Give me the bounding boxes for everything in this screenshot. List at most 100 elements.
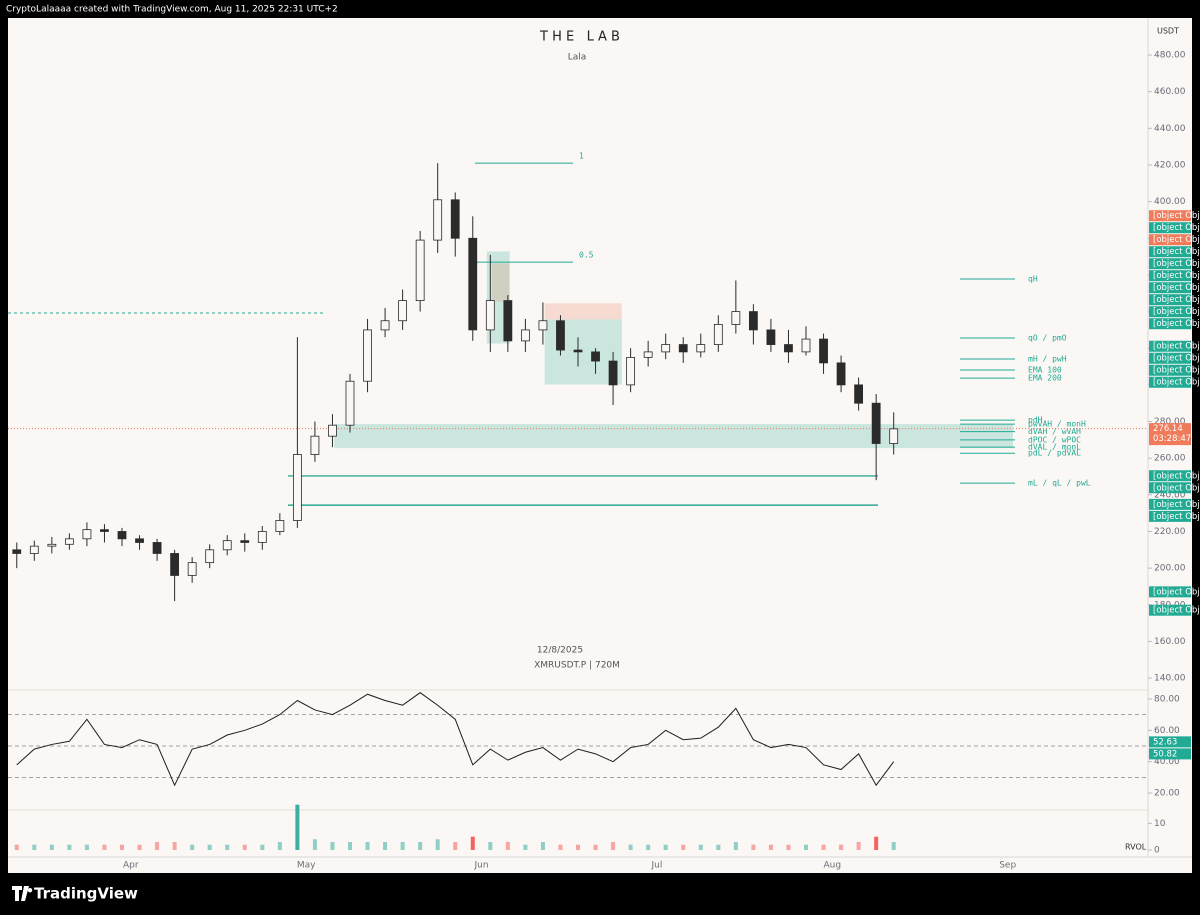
candle-body (871, 402, 881, 444)
candle-body (854, 384, 864, 404)
volume-bar (593, 844, 598, 850)
candle-body (398, 300, 408, 322)
candle-body (801, 338, 811, 353)
volume-bar (663, 844, 668, 850)
volume-bar (786, 844, 791, 850)
volume-bar (874, 836, 879, 850)
price-badge-label: [object Object] (1153, 378, 1200, 388)
price-badge-label: [object Object] (1153, 512, 1200, 522)
volume-bar (348, 842, 352, 850)
level-label: pwVAH / monH (1028, 420, 1086, 429)
volume-bar (32, 844, 37, 850)
x-tick-label: Aug (824, 861, 842, 871)
candle-body (766, 329, 776, 345)
price-badge-label: [object Object] (1153, 259, 1200, 269)
candle-body (257, 531, 267, 543)
candle-body (503, 300, 513, 342)
price-badge (1149, 246, 1191, 258)
candle-body (573, 349, 583, 353)
oscillator-badge-label: 52.63 (1153, 737, 1177, 747)
volume-bar (84, 844, 89, 850)
price-badge-label: [object Object] (1153, 587, 1200, 597)
volume-bar (435, 839, 440, 850)
y-tick-label: 10 (1154, 819, 1166, 829)
volume-bar (716, 844, 721, 850)
candle-body (82, 529, 92, 540)
candle-body (626, 356, 636, 386)
price-badge (1149, 258, 1191, 270)
candle-body (661, 344, 671, 353)
volume-bar (821, 844, 826, 850)
price-badge-label: [object Object] (1153, 342, 1200, 352)
oscillator-line (16, 692, 895, 787)
price-badge (1149, 586, 1191, 598)
price-badge-label: [object Object] (1153, 606, 1200, 616)
oscillator-badge-label: 50.82 (1153, 749, 1177, 759)
candle-body (47, 543, 57, 547)
price-badge-label: [object Object] (1153, 271, 1200, 281)
candle-body (608, 360, 618, 386)
volume-bar (277, 842, 282, 850)
price-badge (1149, 470, 1191, 482)
price-badge (1149, 510, 1191, 522)
candle-body (29, 545, 39, 554)
y-tick-label: 460.00 (1154, 87, 1186, 97)
price-badge (1149, 376, 1191, 388)
volume-bar (470, 836, 475, 850)
price-badge (1149, 270, 1191, 282)
candle-body (889, 428, 899, 444)
zone (544, 303, 622, 320)
volume-bar (242, 844, 247, 850)
volume-bar (49, 844, 54, 850)
candle-body (591, 351, 600, 362)
volume-bar (698, 844, 703, 850)
volume-bar (260, 844, 265, 850)
candle-body (363, 329, 372, 382)
price-badge (1149, 604, 1191, 616)
countdown: 03:28:47 (1153, 434, 1191, 444)
level-label: dVAL / monL (1028, 443, 1081, 452)
volume-bar (558, 844, 563, 850)
oscillator-badge (1149, 736, 1191, 748)
price-badge-label: [object Object] (1153, 483, 1200, 493)
zone (334, 424, 1013, 449)
candle-body (643, 351, 653, 358)
candle-body (731, 311, 741, 325)
candle-body (713, 324, 723, 345)
x-tick-label: Apr (123, 861, 139, 871)
oscillator-badge (1149, 748, 1191, 760)
candle-body (415, 239, 425, 301)
candle-body (12, 549, 22, 554)
level-label: EMA 100 (1028, 366, 1062, 375)
level-label: dPOC / wPOC (1028, 435, 1081, 444)
price-badge-label: [object Object] (1153, 366, 1200, 376)
volume-bar (540, 842, 545, 850)
currency: USDT (1157, 27, 1179, 36)
candle-body (205, 549, 215, 564)
y-tick-label: 420.00 (1154, 160, 1186, 170)
y-tick-label: 280.00 (1154, 417, 1186, 427)
last-price-badge (1149, 423, 1191, 446)
level-label: qO / pmO (1028, 333, 1067, 342)
y-tick-label: 140.00 (1154, 674, 1186, 684)
volume-bar (768, 844, 773, 850)
price-badge (1149, 482, 1191, 494)
candle-body (380, 320, 390, 331)
volume-bar (155, 842, 160, 850)
y-tick-label: 200.00 (1154, 564, 1186, 574)
volume-bar (67, 844, 72, 850)
last-price-label: 276.14 (1153, 424, 1183, 434)
candle-body (696, 344, 706, 353)
x-tick-label: Jun (474, 861, 489, 871)
volume-bar (225, 844, 230, 850)
level-label: EMA 200 (1028, 374, 1062, 383)
y-tick-label: 160.00 (1154, 637, 1186, 647)
y-tick-label: 0 (1154, 846, 1160, 856)
y-tick-label: 60.00 (1154, 726, 1180, 736)
watermark: XMRUSDT.P | 720M (534, 661, 620, 671)
price-badge (1149, 294, 1191, 306)
volume-bar (839, 844, 844, 850)
candle-body (345, 380, 355, 426)
volume-bar (453, 842, 458, 850)
